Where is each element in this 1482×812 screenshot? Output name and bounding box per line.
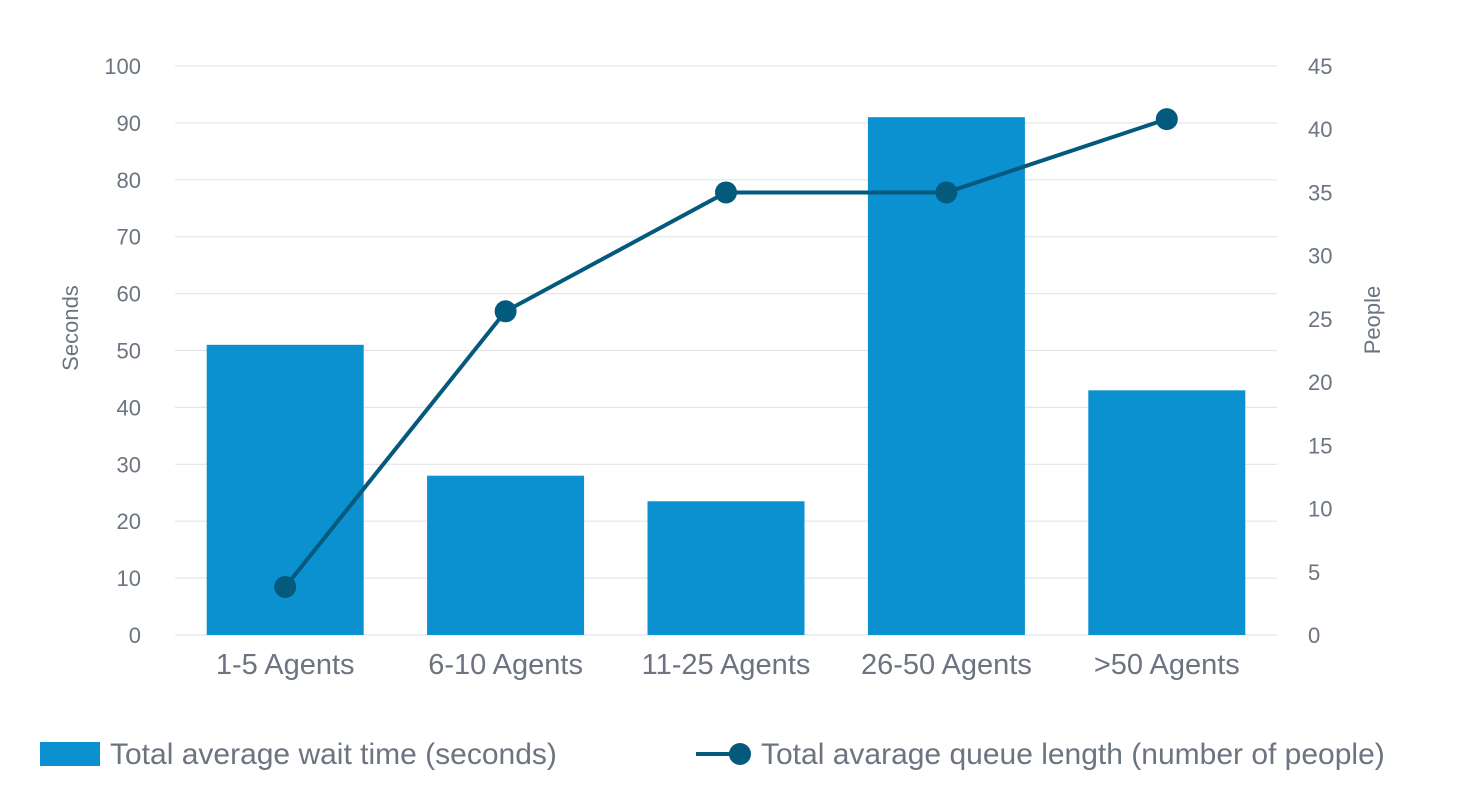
line-point (274, 575, 297, 598)
category-label: 1-5 Agents (216, 649, 355, 681)
right-tick-label: 45 (1308, 54, 1332, 79)
category-label: 26-50 Agents (861, 649, 1032, 681)
right-axis-ticks: 0 5 10 15 20 25 30 35 40 45 (1308, 54, 1332, 648)
line-series (274, 108, 1178, 598)
bar-series (206, 117, 1246, 635)
bar (867, 117, 1025, 635)
category-label: 6-10 Agents (428, 649, 583, 681)
left-axis-ticks: 0 10 20 30 40 50 60 70 80 90 100 (104, 54, 141, 648)
left-tick-label: 10 (117, 566, 141, 591)
line-point (935, 181, 958, 204)
bar (427, 475, 585, 635)
left-tick-label: 60 (117, 282, 141, 307)
right-tick-label: 35 (1308, 180, 1332, 205)
right-tick-label: 20 (1308, 370, 1332, 395)
category-label: >50 Agents (1094, 649, 1240, 681)
line-point (715, 181, 737, 204)
right-tick-label: 40 (1308, 117, 1332, 142)
bar (1088, 390, 1246, 635)
legend-bar-swatch (40, 742, 100, 766)
left-tick-label: 50 (117, 339, 141, 364)
right-tick-label: 5 (1308, 560, 1320, 585)
right-tick-label: 0 (1308, 623, 1320, 648)
left-tick-label: 0 (129, 623, 141, 648)
legend: Total average wait time (seconds) Total … (40, 738, 1385, 771)
legend-line-label: Total avarage queue length (number of pe… (761, 738, 1385, 771)
left-tick-label: 70 (117, 225, 141, 250)
right-tick-label: 25 (1308, 307, 1332, 332)
left-tick-label: 100 (104, 54, 141, 79)
right-tick-label: 15 (1308, 433, 1332, 458)
right-tick-label: 30 (1308, 244, 1332, 269)
left-tick-label: 40 (117, 395, 141, 420)
category-label: 11-25 Agents (642, 649, 811, 681)
left-tick-label: 80 (117, 168, 141, 193)
line-point (1155, 108, 1178, 131)
right-axis-title: People (1360, 286, 1385, 355)
bar (647, 501, 805, 635)
line-point (494, 300, 517, 323)
left-axis-title: Seconds (58, 285, 83, 371)
left-tick-label: 90 (117, 111, 141, 136)
category-labels: 1-5 Agents 6-10 Agents 11-25 Agents 26-50 A… (216, 649, 1240, 681)
left-tick-label: 30 (117, 452, 141, 477)
legend-line-marker (729, 743, 751, 765)
legend-bar-label: Total average wait time (seconds) (110, 738, 557, 771)
right-tick-label: 10 (1308, 497, 1332, 522)
left-tick-label: 20 (117, 509, 141, 534)
